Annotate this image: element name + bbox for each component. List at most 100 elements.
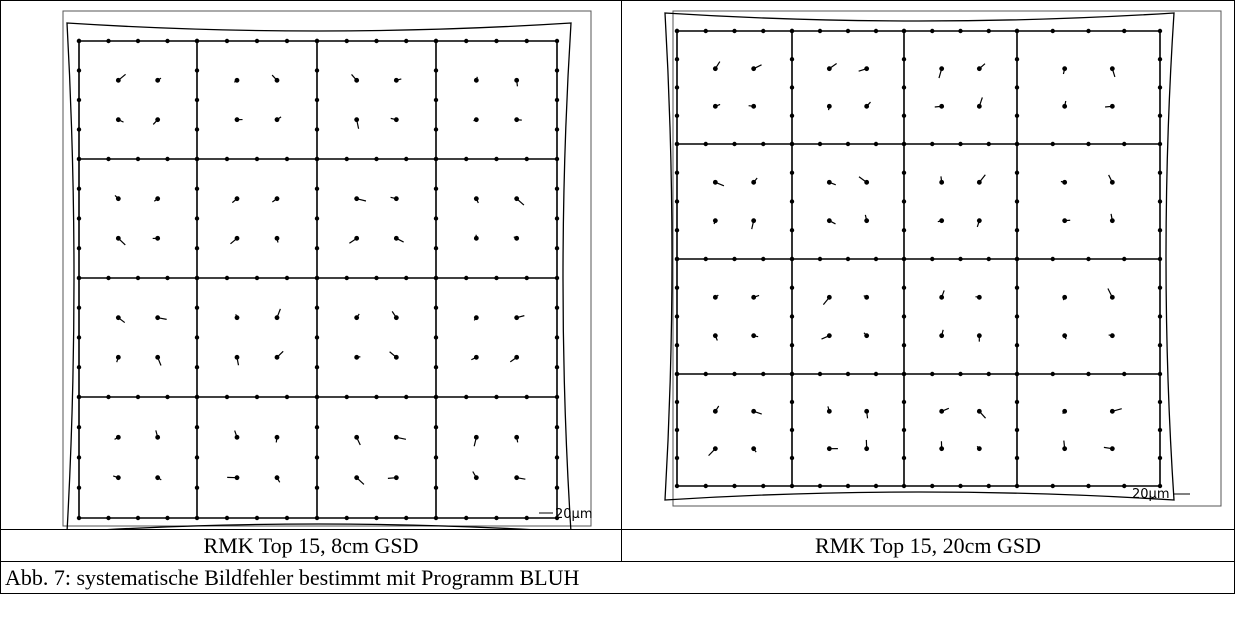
point (433, 305, 439, 310)
vector (858, 68, 867, 72)
point (194, 305, 200, 310)
vector (516, 477, 526, 480)
point (732, 256, 737, 262)
vector (715, 181, 725, 187)
vector (753, 410, 762, 415)
point (789, 170, 795, 175)
point (374, 515, 379, 521)
point (314, 394, 320, 400)
point (554, 335, 560, 340)
vector (276, 350, 284, 358)
point (194, 275, 200, 281)
point (165, 275, 170, 281)
vector (753, 335, 759, 338)
point (958, 28, 963, 34)
point (674, 141, 680, 147)
vector (231, 198, 238, 204)
point (1157, 455, 1163, 461)
vector (941, 329, 944, 336)
vector (513, 236, 517, 239)
point (433, 455, 439, 460)
vector (152, 119, 159, 125)
vector (1110, 213, 1113, 221)
vector (1060, 180, 1065, 183)
point (939, 408, 945, 414)
vector (396, 78, 402, 81)
vector (387, 477, 397, 479)
point (864, 218, 870, 224)
point (1014, 371, 1020, 377)
vector (276, 116, 282, 121)
point (1086, 141, 1091, 147)
point (674, 371, 680, 377)
point (284, 394, 290, 400)
point (76, 127, 82, 132)
point (930, 141, 935, 147)
point (433, 394, 439, 400)
vector (863, 295, 867, 298)
point (1086, 371, 1091, 377)
point (930, 256, 935, 262)
point (901, 57, 907, 62)
point (404, 394, 409, 400)
vector (390, 117, 397, 121)
point (514, 434, 520, 440)
point (314, 515, 320, 521)
vector (978, 410, 987, 419)
point (494, 156, 499, 162)
point (314, 97, 320, 103)
point (958, 483, 963, 489)
plot-frame (62, 10, 592, 527)
point (314, 68, 320, 73)
point (254, 394, 260, 400)
point (165, 394, 170, 400)
point (314, 246, 320, 251)
point (901, 113, 907, 118)
point (674, 399, 680, 405)
vector (751, 220, 755, 230)
vector (714, 61, 721, 69)
point (958, 371, 963, 377)
point (464, 515, 469, 521)
point (1050, 141, 1055, 147)
point (76, 246, 82, 251)
vector (112, 475, 119, 479)
vector (866, 101, 871, 107)
point (135, 275, 141, 281)
vector (978, 174, 986, 183)
point (817, 371, 823, 377)
point (1014, 57, 1020, 62)
vector (976, 220, 980, 228)
point (314, 216, 320, 221)
point (732, 28, 737, 34)
point (789, 199, 795, 204)
vector (236, 357, 240, 366)
vector (157, 357, 162, 366)
point (433, 186, 439, 191)
point (554, 365, 560, 370)
point (901, 483, 907, 489)
vector (829, 181, 836, 186)
point (1014, 427, 1020, 433)
point (135, 394, 141, 400)
point (1157, 314, 1163, 319)
point (1109, 294, 1115, 300)
vector (276, 238, 279, 243)
point (433, 156, 439, 162)
point (845, 483, 851, 489)
point (344, 275, 349, 281)
point (393, 196, 399, 202)
vector (396, 436, 407, 440)
point (194, 68, 200, 73)
vector (155, 430, 159, 438)
point (789, 57, 795, 62)
point (76, 97, 82, 103)
point (194, 515, 200, 521)
point (1157, 170, 1163, 175)
point (1062, 333, 1068, 339)
point (674, 113, 680, 118)
point (817, 141, 823, 147)
point (76, 186, 82, 191)
vector (1107, 288, 1113, 298)
point (314, 485, 320, 490)
